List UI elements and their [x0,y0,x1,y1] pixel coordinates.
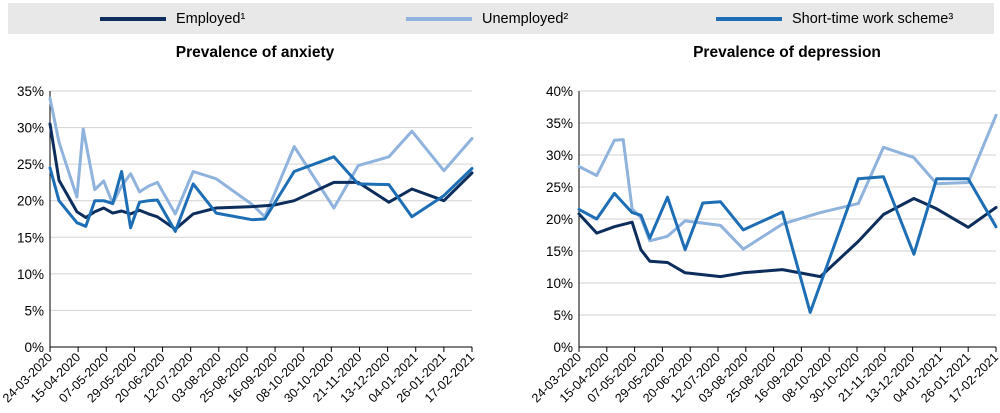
depression-y-tick-label: 30% [546,148,573,163]
legend-item-unemployed: Unemployed² [406,3,568,34]
depression-y-tick-label: 25% [546,180,573,195]
anxiety-series-line-2 [48,96,474,219]
legend-item-employed: Employed¹ [100,3,245,34]
legend-swatch-unemployed [406,16,472,21]
legend-swatch-short-time-work [716,16,782,21]
depression-series-line-3 [577,175,998,314]
depression-y-tick-label: 20% [546,212,573,227]
anxiety-chart: 0%5%10%15%20%25%30%35%24-03-202015-04-20… [0,84,477,405]
anxiety-chart-title: Prevalence of anxiety [175,44,335,61]
legend-label-unemployed: Unemployed² [482,10,569,27]
anxiety-y-tick-label: 0% [24,340,44,355]
legend-label-employed: Employed¹ [176,10,246,27]
anxiety-y-tick-label: 35% [17,84,44,99]
depression-chart-title: Prevalence of depression [693,44,881,61]
chart-legend: Employed¹ Unemployed² Short-time work sc… [8,3,994,34]
anxiety-y-tick-label: 15% [17,230,44,245]
anxiety-y-tick-label: 25% [17,157,44,172]
depression-y-tick-label: 40% [546,84,573,99]
anxiety-y-tick-label: 5% [24,303,44,318]
depression-series-line-2 [577,113,998,251]
depression-y-tick-label: 5% [553,308,573,323]
anxiety-y-tick-label: 20% [17,194,44,209]
depression-chart: 0%5%10%15%20%25%30%35%40%24-03-202015-04… [529,84,1000,405]
anxiety-y-tick-label: 30% [17,121,44,136]
legend-label-short-time-work: Short-time work scheme³ [792,10,954,27]
depression-y-tick-label: 15% [546,244,573,259]
anxiety-y-tick-label: 10% [17,267,44,282]
depression-y-tick-label: 35% [546,116,573,131]
depression-y-tick-label: 10% [546,276,573,291]
depression-series-line-1 [577,197,998,279]
legend-swatch-employed [100,16,166,21]
depression-y-tick-label: 0% [553,340,573,355]
anxiety-series-line-3 [48,155,474,233]
legend-item-short-time-work: Short-time work scheme³ [716,3,953,34]
anxiety-series-line-1 [48,122,474,231]
